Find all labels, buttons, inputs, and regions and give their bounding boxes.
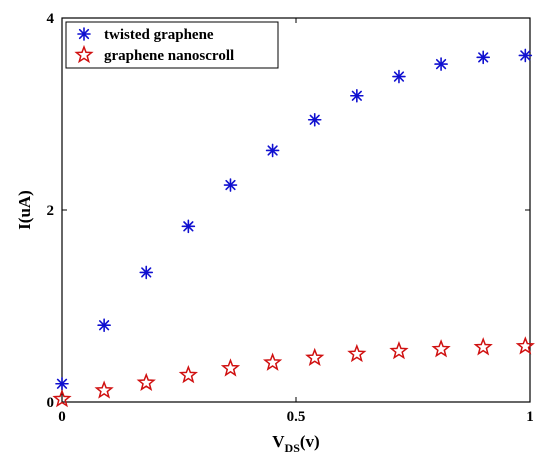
y-axis-label: I(uA) <box>15 190 34 230</box>
data-point-twisted-graphene <box>476 50 491 65</box>
x-tick-label: 1 <box>526 409 534 425</box>
data-point-graphene-nanoscroll <box>220 358 241 377</box>
axis-ticks <box>61 17 531 403</box>
data-point-graphene-nanoscroll <box>94 380 114 399</box>
data-point-twisted-graphene <box>307 112 322 127</box>
data-point-twisted-graphene <box>265 143 280 158</box>
legend-star-icon <box>74 44 94 64</box>
x-axis-label: VDS(v) <box>272 432 319 455</box>
legend-marker-graphene-nanoscroll <box>74 44 94 64</box>
x-tick-label: 0.5 <box>287 409 306 425</box>
data-point-twisted-graphene <box>518 48 533 63</box>
data-point-graphene-nanoscroll <box>347 343 367 363</box>
legend-asterisk-icon <box>77 27 91 41</box>
data-point-twisted-graphene <box>392 69 406 84</box>
data-point-twisted-graphene <box>350 88 364 103</box>
data-point-graphene-nanoscroll <box>389 341 409 360</box>
data-point-graphene-nanoscroll <box>262 352 283 371</box>
plot-area <box>61 17 531 403</box>
legend-label-graphene-nanoscroll: graphene nanoscroll <box>104 48 234 64</box>
x-axis-label-main: V <box>272 432 285 451</box>
data-point-twisted-graphene <box>434 57 448 71</box>
data-point-twisted-graphene <box>55 376 69 391</box>
data-point-graphene-nanoscroll <box>52 389 72 408</box>
legend-box <box>65 21 279 69</box>
y-tick-label: 0 <box>47 395 55 411</box>
tick-labels: 0 0.5 1 0 2 4 <box>47 11 534 425</box>
y-tick-label: 2 <box>47 203 55 219</box>
legend-marker-twisted-graphene <box>77 27 91 41</box>
data-point-graphene-nanoscroll <box>178 365 198 384</box>
data-point-twisted-graphene <box>97 318 111 333</box>
data-point-twisted-graphene <box>181 219 196 234</box>
x-axis-label-suffix: (v) <box>300 432 320 451</box>
data-point-graphene-nanoscroll <box>473 337 493 356</box>
data-point-graphene-nanoscroll <box>305 347 325 367</box>
x-tick-label: 0 <box>58 409 66 425</box>
data-point-twisted-graphene <box>139 265 154 280</box>
data-point-twisted-graphene <box>223 178 238 192</box>
data-point-graphene-nanoscroll <box>136 372 156 391</box>
data-point-graphene-nanoscroll <box>431 339 451 358</box>
legend-label-twisted-graphene: twisted graphene <box>104 27 214 43</box>
data-point-graphene-nanoscroll <box>515 336 535 355</box>
legend: twisted graphene graphene nanoscroll <box>65 21 279 69</box>
data-points <box>52 48 535 408</box>
x-axis-label-subscript: DS <box>285 441 301 455</box>
y-tick-label: 4 <box>47 11 55 27</box>
